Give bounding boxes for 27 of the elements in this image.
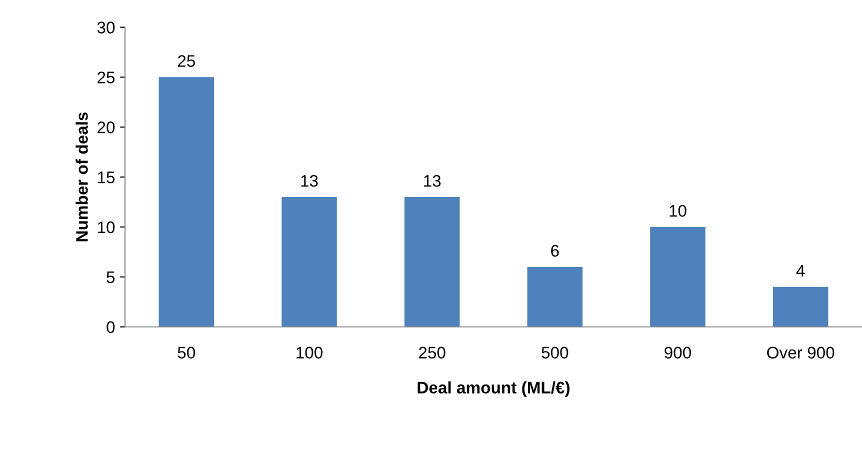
bar	[650, 227, 706, 327]
x-tick-label: 500	[542, 346, 568, 359]
y-tick-label: 15	[98, 172, 115, 184]
x-axis-title: Deal amount (ML/€)	[418, 381, 570, 397]
y-tick-label: 30	[97, 22, 115, 34]
y-tick-label: 0	[106, 321, 115, 334]
y-tick-label: 25	[98, 72, 115, 84]
x-tick-label: 100	[296, 346, 322, 359]
bar	[158, 77, 214, 327]
y-tick-label: 10	[98, 221, 115, 234]
x-tick-label: Over 900	[767, 346, 834, 359]
y-axis-title: Number of deals	[76, 112, 88, 242]
bar	[404, 197, 460, 327]
bar	[772, 286, 828, 327]
data-label: 6	[551, 244, 559, 257]
data-label: 10	[670, 204, 686, 217]
data-label: 4	[796, 265, 805, 277]
data-label: 13	[301, 174, 318, 187]
data-label: 25	[178, 55, 195, 67]
y-tick-label: 5	[106, 272, 115, 284]
x-tick-label: 50	[178, 346, 196, 359]
bar	[527, 266, 583, 327]
y-tick-label: 20	[98, 122, 115, 134]
data-label: 13	[424, 174, 441, 187]
x-tick-label: 250	[419, 346, 446, 359]
x-tick-label: 900	[664, 346, 691, 359]
bar	[282, 197, 337, 327]
